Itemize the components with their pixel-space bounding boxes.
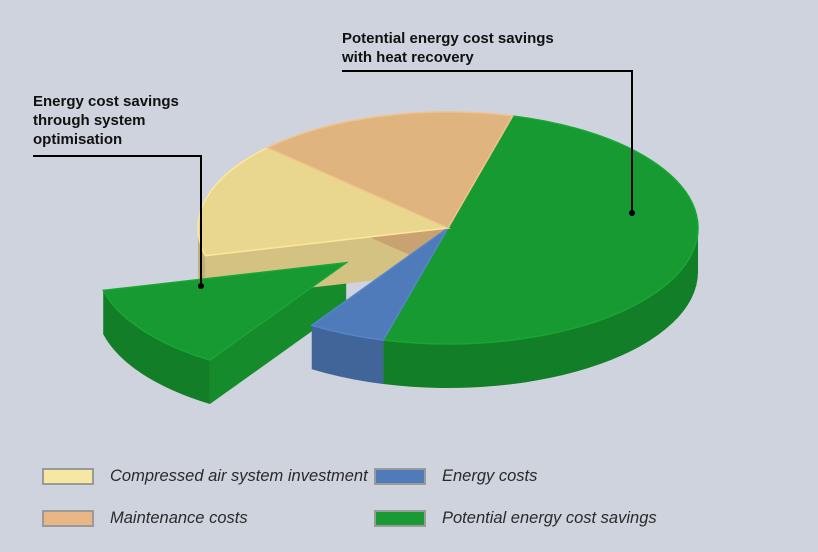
legend-label: Energy costs: [442, 467, 538, 485]
callout-line-heat-recovery: [342, 70, 633, 213]
legend-item-maintenance: Maintenance costs: [42, 509, 248, 528]
callout-dot-optimisation: [198, 283, 204, 289]
legend-swatch: [374, 468, 426, 485]
annotation-heat-recovery: Potential energy cost savings with heat …: [342, 30, 554, 66]
callout-dot-heat-recovery: [629, 210, 635, 216]
legend-item-potential-savings: Potential energy cost savings: [374, 509, 657, 528]
pie-slice-energy-cost-savings-through-system-optimisation: [102, 261, 349, 361]
pie-slice-side-wall: [103, 290, 210, 405]
legend-item-energy-costs: Energy costs: [374, 467, 537, 486]
pie-slice-potential-energy-cost-savings: [382, 115, 699, 345]
legend-swatch: [42, 510, 94, 527]
legend-swatch: [374, 510, 426, 527]
callout-lines: [33, 70, 635, 289]
legend-label: Maintenance costs: [110, 509, 248, 527]
pie-slice-side-wall: [311, 325, 384, 385]
pie-slice-side-wall: [383, 228, 698, 389]
legend-item-compressed-air: Compressed air system investment: [42, 467, 368, 486]
callout-line-optimisation: [33, 155, 202, 285]
pie-layer: [102, 111, 699, 405]
legend-label: Potential energy cost savings: [442, 509, 657, 527]
annotation-optimisation: Energy cost savings through system optim…: [33, 93, 179, 148]
pie-slice-energy-costs: [310, 227, 449, 341]
legend-swatch: [42, 468, 94, 485]
legend-label: Compressed air system investment: [110, 467, 368, 485]
pie-slice-maintenance-costs: [265, 111, 514, 229]
